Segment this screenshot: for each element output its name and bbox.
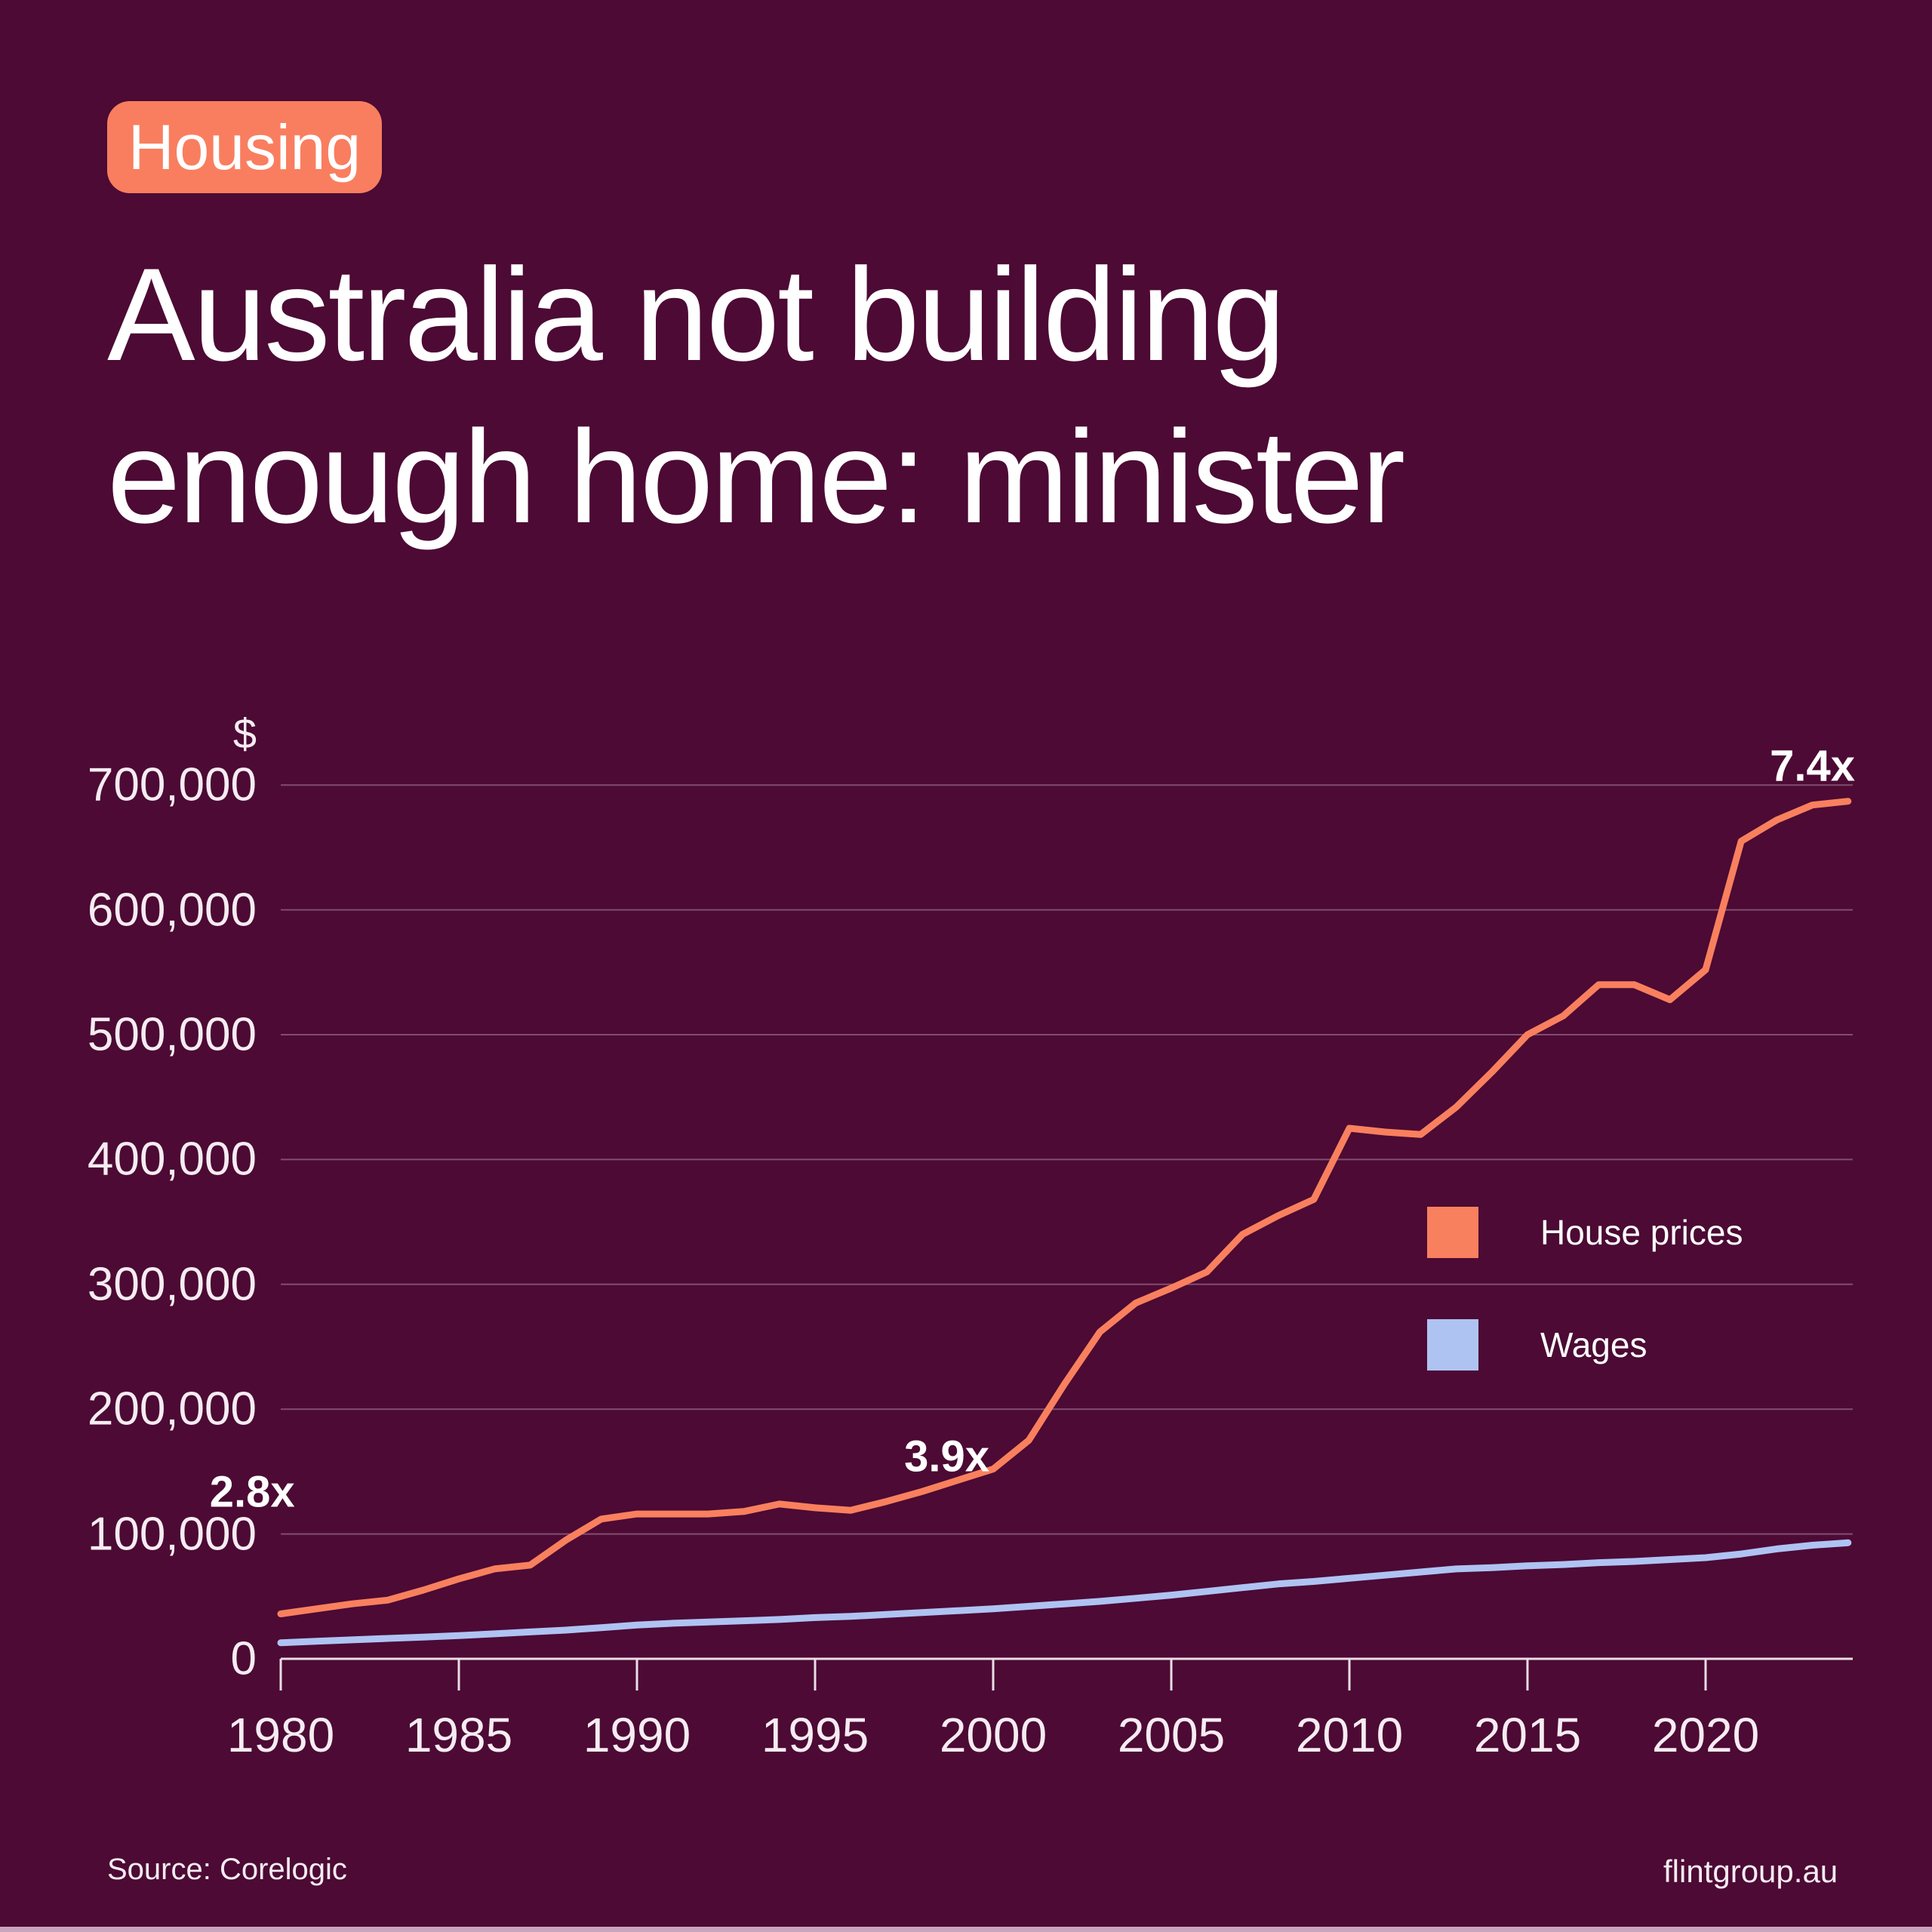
x-axis-label-2000: 2000 [939,1708,1048,1762]
page-title-line1: Australia not building [107,242,1286,389]
y-axis-label-500,000: 500,000 [87,1008,257,1061]
y-axis-unit-label: $ [232,709,257,758]
series-line-house-prices [277,798,1852,1617]
annotation-2.8x: 2.8x [209,1467,295,1517]
x-axis-label-1985: 1985 [405,1708,513,1762]
source-credit: Source: Corelogic [107,1853,347,1886]
x-axis-label-2005: 2005 [1117,1708,1226,1762]
y-axis-label-0: 0 [230,1632,257,1685]
legend-swatch [1427,1319,1478,1371]
x-axis-label-2015: 2015 [1473,1708,1582,1762]
y-axis-label-400,000: 400,000 [87,1133,257,1186]
chart-legend: House prices Wages [1427,1207,1743,1371]
legend-item-house-prices: House prices [1427,1207,1743,1258]
legend-label: Wages [1540,1325,1647,1364]
x-axis-label-2010: 2010 [1295,1708,1404,1762]
page-title-line2: enough home: minister [107,404,1405,551]
legend-swatch [1427,1207,1478,1258]
publisher-link[interactable]: flintgroup.au [1663,1854,1838,1889]
x-axis-label-1980: 1980 [226,1708,335,1762]
series-line-wages [277,1539,1852,1647]
annotation-7.4x: 7.4x [1770,741,1856,791]
y-axis-label-700,000: 700,000 [87,758,257,811]
page-title: Australia not building enough home: mini… [107,234,1405,558]
legend-label: House prices [1540,1213,1743,1252]
y-axis-label-200,000: 200,000 [87,1383,257,1435]
x-axis-label-1995: 1995 [761,1708,869,1762]
x-axis-label-1990: 1990 [583,1708,691,1762]
bottom-edge-strip [0,1927,1932,1932]
y-axis-label-100,000: 100,000 [87,1508,257,1561]
y-axis-label-300,000: 300,000 [87,1258,257,1311]
category-badge: Housing [107,101,382,193]
y-axis-label-600,000: 600,000 [87,884,257,937]
x-axis-label-2020: 2020 [1651,1708,1760,1762]
legend-item-wages: Wages [1427,1319,1743,1371]
annotation-3.9x: 3.9x [904,1432,990,1481]
